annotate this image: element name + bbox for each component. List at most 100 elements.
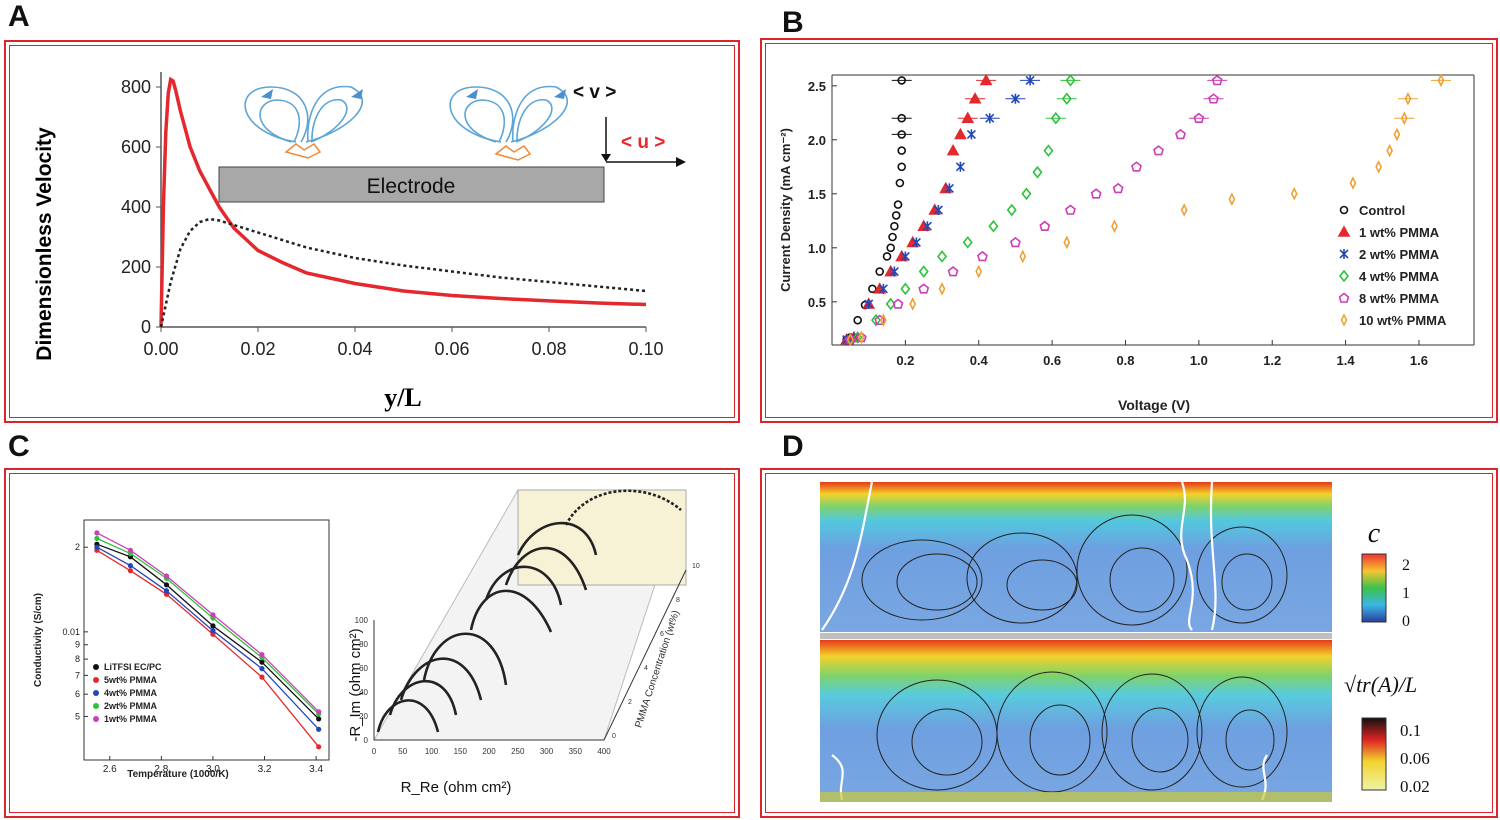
c-legend-marker-2 bbox=[93, 690, 99, 696]
b-xtick-label: 0.8 bbox=[1116, 353, 1134, 368]
c3d-xtick: 150 bbox=[454, 747, 468, 756]
b-point-5-5 bbox=[975, 264, 983, 279]
b-point-5-16 bbox=[1400, 111, 1408, 125]
c-3d-arcs bbox=[376, 489, 682, 733]
b-xtick-label: 0.6 bbox=[1043, 353, 1061, 368]
c-legend-label-3: 2wt% PMMA bbox=[104, 701, 158, 711]
v-arrowhead bbox=[601, 154, 611, 162]
b-point-5-15 bbox=[1393, 127, 1401, 142]
panel-d-frame: c 2 1 0 √tr(A)/L 0.1 0.06 0.02 bbox=[760, 468, 1498, 818]
b-point-4-4 bbox=[918, 283, 930, 294]
b-point-4-6 bbox=[976, 250, 988, 262]
stream-b8 bbox=[1225, 709, 1275, 771]
vortex-group bbox=[244, 85, 569, 143]
c-point-2-5 bbox=[316, 726, 322, 732]
b-point-3-5 bbox=[918, 265, 929, 278]
b-point-3-2 bbox=[870, 313, 882, 327]
vortex-3b bbox=[464, 99, 506, 143]
c3d-ztick: 0 bbox=[612, 733, 616, 740]
c-left-frame bbox=[83, 519, 330, 761]
b-point-2-4 bbox=[889, 266, 899, 277]
a-ylabel: Dimensionless Velocity bbox=[33, 127, 56, 361]
d-cb-top bbox=[1361, 553, 1387, 623]
c-xtick-label: 3.2 bbox=[258, 764, 272, 775]
b-xtick-label: 1.4 bbox=[1337, 353, 1356, 368]
b-point-4-11 bbox=[1112, 182, 1124, 194]
c-left-xlabel: Temperature (1000/K) bbox=[127, 769, 229, 780]
b-point-2-10 bbox=[955, 161, 965, 172]
vortex-2b bbox=[310, 99, 348, 143]
d-cb-top-tick-1: 1 bbox=[1402, 585, 1410, 602]
stream-t5 bbox=[1076, 514, 1188, 626]
d-cb-top-tick-2: 0 bbox=[1402, 613, 1410, 630]
panel-a-chart: 0.00 0.02 0.04 0.06 0.08 0.10 0 200 400 600 800 Di… bbox=[33, 72, 686, 412]
panel-label-b: B bbox=[782, 6, 804, 39]
c-left-ylabel: Conductivity (S/cm) bbox=[33, 593, 44, 687]
c-xtick-label: 3.4 bbox=[309, 764, 323, 775]
vortex-3 bbox=[449, 86, 514, 143]
c3d-ztick: 6 bbox=[660, 631, 664, 638]
contour-3 bbox=[1209, 481, 1217, 631]
c-legend-label-4: 1wt% PMMA bbox=[104, 714, 158, 724]
b-point-0-13 bbox=[897, 162, 907, 172]
c-ytick-label: 5 bbox=[75, 711, 80, 721]
b-point-5-1 bbox=[857, 330, 865, 345]
b-xtick-label: 0.4 bbox=[970, 353, 989, 368]
vortex-arrows bbox=[261, 89, 566, 99]
b-point-2-9 bbox=[944, 183, 954, 194]
d-streamlines-top bbox=[861, 514, 1288, 626]
panel-label-c: C bbox=[8, 430, 30, 463]
b-point-2-6 bbox=[911, 237, 921, 248]
stream-b2 bbox=[911, 708, 983, 776]
arc-7 bbox=[504, 546, 588, 591]
d-cb-top-label: c bbox=[1368, 518, 1381, 549]
a-xtick-label: 0.04 bbox=[337, 339, 372, 359]
a-xlabel: y/L bbox=[384, 383, 422, 412]
a-ytick-label: 0 bbox=[141, 317, 151, 337]
b-legend-label-4: 8 wt% PMMA bbox=[1359, 291, 1440, 306]
stream-b4 bbox=[1029, 704, 1091, 776]
c-point-4-2 bbox=[163, 573, 170, 579]
c-series-line-2 bbox=[96, 546, 320, 730]
panel-c-frame: 2.6 2.8 3.0 3.2 3.4 2 0.01 9 8 7 6 5 Conductivity (… bbox=[4, 468, 740, 818]
c-point-2-4 bbox=[259, 666, 265, 672]
vortex-1 bbox=[244, 86, 309, 143]
b-point-4-14 bbox=[1175, 128, 1186, 140]
b-point-1-14 bbox=[979, 73, 993, 86]
b-point-5-14 bbox=[1386, 143, 1394, 158]
b-point-5-0 bbox=[846, 332, 854, 347]
b-point-0-8 bbox=[888, 232, 897, 242]
c-point-2-3 bbox=[210, 628, 216, 634]
b-point-0-4 bbox=[868, 284, 877, 294]
stream-t2 bbox=[896, 553, 978, 611]
a-ytick-label: 400 bbox=[121, 197, 151, 217]
b-point-5-13 bbox=[1375, 160, 1383, 174]
b-point-0-14 bbox=[897, 146, 907, 155]
panel-label-a: A bbox=[8, 0, 30, 33]
b-point-5-3 bbox=[909, 297, 917, 311]
b-point-4-13 bbox=[1153, 145, 1164, 156]
c-right-ylabel: -R_Im (ohm cm²) bbox=[347, 628, 364, 741]
b-point-3-6 bbox=[937, 250, 948, 263]
c-ytick-label: 8 bbox=[75, 654, 80, 664]
b-point-4-10 bbox=[1090, 188, 1102, 199]
arc-3 bbox=[399, 657, 483, 701]
b-legend-label-2: 2 wt% PMMA bbox=[1359, 247, 1440, 262]
b-point-4-7 bbox=[1010, 236, 1021, 248]
b-xtick-label: 1.2 bbox=[1263, 353, 1281, 368]
c3d-ztick: 4 bbox=[644, 665, 648, 672]
arc-8 bbox=[516, 521, 598, 556]
b-legend-marker-1 bbox=[1337, 225, 1351, 237]
c-point-4-3 bbox=[210, 612, 216, 618]
b-point-3-12 bbox=[1043, 144, 1054, 157]
d-bottom-field bbox=[820, 640, 1332, 802]
c-right-3d-plot: 0 50 100 150 200 250 300 350 4000204060801000246… bbox=[347, 489, 700, 796]
c-point-0-3 bbox=[210, 623, 216, 629]
b-point-0-11 bbox=[893, 200, 903, 209]
panel-label-d: D bbox=[782, 430, 804, 463]
panel-d-chart: c 2 1 0 √tr(A)/L 0.1 0.06 0.02 bbox=[820, 481, 1430, 802]
b-point-3-4 bbox=[900, 282, 911, 296]
b-point-2-5 bbox=[900, 251, 910, 262]
c-point-2-0 bbox=[94, 544, 100, 550]
b-point-0-5 bbox=[875, 267, 884, 276]
